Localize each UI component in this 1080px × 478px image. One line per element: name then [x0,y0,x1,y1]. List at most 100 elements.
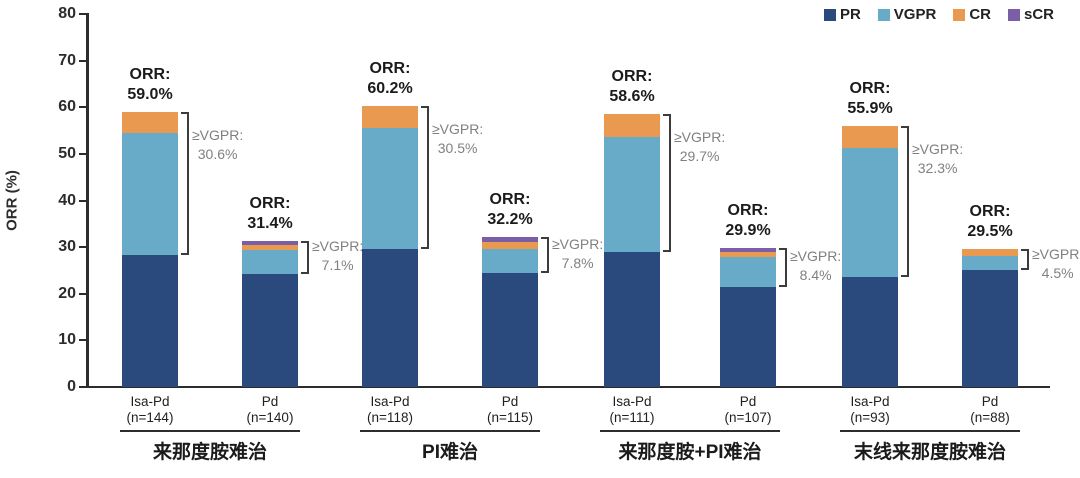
legend-item-scr: sCR [1007,6,1054,23]
orr-annotation: ORR: 55.9% [847,80,893,118]
bar-segment-cr [242,245,298,250]
bar-category-label: Isa-Pd (n=111) [577,394,687,426]
bar-segment-pr [604,252,660,387]
vgpr-bracket [663,113,671,253]
cr-swatch-icon [953,8,966,21]
arm-n: (n=140) [246,410,294,425]
legend-label: sCR [1023,6,1054,23]
orr-annotation: ORR: 59.0% [127,65,173,103]
y-tick-label: 10 [58,331,76,349]
vgpr-value: 4.5% [1041,265,1074,282]
bar-segment-vgpr [962,256,1018,271]
y-tick [79,339,86,342]
group-underline [840,430,1020,432]
vgpr-bracket [301,240,309,274]
vgpr-bracket [181,111,189,255]
vgpr-prefix: ≥VGPR: [432,121,484,138]
vgpr-annotation: ≥VGPR: 29.7% [674,128,725,166]
y-tick [79,246,86,249]
scr-swatch-icon [1007,8,1020,21]
bar-segment-pr [122,254,178,387]
arm-name: Pd [739,394,757,409]
arm-n: (n=115) [487,410,533,425]
vgpr-value: 30.6% [197,145,238,162]
group-label: 来那度胺难治 [152,442,267,463]
y-axis-line [86,13,89,388]
x-axis-line [86,385,1050,388]
group-label: 来那度胺+PI难治 [618,442,762,463]
vgpr-annotation: ≥VGPR: 30.5% [432,120,483,158]
vgpr-value: 7.8% [561,255,594,272]
bar-segment-vgpr [122,132,178,255]
group-underline [600,430,780,432]
bar-segment-pr [842,276,898,387]
vgpr-prefix: ≥VGPR: [1032,246,1080,263]
y-tick [79,59,86,62]
y-tick-label: 20 [58,284,76,302]
arm-name: Isa-Pd [130,394,170,409]
legend: PR VGPR CR sCR [823,6,1054,23]
vgpr-prefix: ≥VGPR: [312,238,364,255]
group-underline [360,430,540,432]
vgpr-prefix: ≥VGPR: [912,141,964,158]
y-axis-title: ORR (%) [3,170,21,231]
bar-segment-pr [962,270,1018,387]
bar-segment-scr [242,240,298,246]
vgpr-annotation: ≥VGPR: 32.3% [912,140,963,178]
arm-name: Pd [261,394,279,409]
y-tick-label: 0 [67,378,76,395]
vgpr-annotation: ≥VGPR: 30.6% [192,126,243,164]
orr-annotation: ORR: 29.5% [967,203,1013,241]
group-label: 末线来那度胺难治 [853,442,1006,463]
legend-item-cr: CR [953,6,991,23]
y-tick [79,13,86,15]
bar-segment-scr [482,236,538,242]
arm-name: Isa-Pd [612,394,652,409]
bar-segment-vgpr [242,249,298,274]
y-tick [79,152,86,155]
bar-category-label: Pd (n=88) [935,394,1045,426]
vgpr-value: 8.4% [799,267,832,284]
orr-annotation: ORR: 32.2% [487,190,533,228]
arm-name: Pd [501,394,519,409]
bar-segment-vgpr [720,256,776,287]
bar-segment-pr [362,248,418,387]
bar-segment-pr [720,286,776,387]
vgpr-prefix: ≥VGPR: [192,126,244,143]
y-tick [79,292,86,295]
bar-segment-pr [242,273,298,387]
y-tick [79,106,86,109]
bar-category-label: Isa-Pd (n=93) [815,394,925,426]
bar-segment-vgpr [604,137,660,253]
vgpr-bracket [541,236,549,274]
vgpr-annotation: ≥VGPR: 7.1% [312,237,363,275]
vgpr-prefix: ≥VGPR: [674,128,726,145]
orr-annotation: ORR: 58.6% [609,67,655,105]
bar-segment-vgpr [362,128,418,249]
vgpr-annotation: ≥VGPR: 8.4% [790,247,841,285]
bar-segment-vgpr [842,147,898,277]
legend-label: PR [839,6,861,23]
legend-label: VGPR [893,6,937,23]
bar-segment-cr [604,113,660,138]
vgpr-value: 30.5% [437,140,478,157]
vgpr-bracket [901,126,909,277]
y-tick-label: 60 [58,98,76,116]
arm-n: (n=93) [850,410,890,425]
bar-segment-cr [720,252,776,257]
group-label: PI难治 [422,442,478,463]
y-tick [79,199,86,202]
arm-n: (n=88) [970,410,1010,425]
legend-label: CR [969,6,991,23]
vgpr-bracket [421,106,429,249]
y-tick-label: 50 [58,144,76,162]
bar-segment-cr [482,241,538,249]
y-tick-label: 30 [58,238,76,256]
vgpr-value: 32.3% [917,160,958,177]
bar-segment-cr [842,126,898,148]
group-underline [120,430,300,432]
bar-category-label: Pd (n=107) [693,394,803,426]
arm-n: (n=118) [367,410,413,425]
arm-n: (n=107) [724,410,772,425]
